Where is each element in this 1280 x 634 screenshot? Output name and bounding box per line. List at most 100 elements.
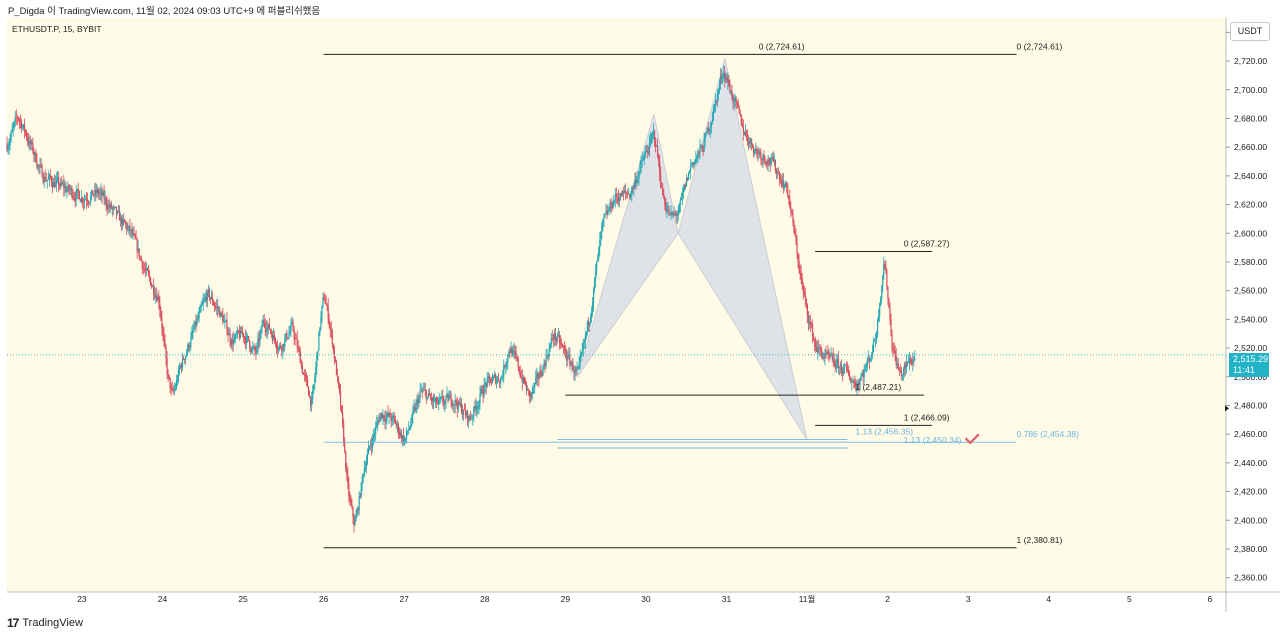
candle-body [554,333,556,339]
y-tick-label: 2,700.00 [1234,85,1267,95]
y-tick-label: 2,680.00 [1234,113,1267,123]
candle-body [397,424,400,433]
candle-body [818,347,820,349]
candle-body [510,348,512,353]
candle-body [604,214,606,217]
candle-body [105,197,107,205]
candle-body [516,357,518,359]
candle-body [279,345,281,348]
candle-body [846,364,848,369]
y-tick-label: 2,440.00 [1234,458,1267,468]
candle-body [47,178,49,180]
candle-body [236,330,238,335]
candle-body [218,308,220,310]
candle-body [448,398,450,401]
tradingview-logo[interactable]: 17 TradingView [7,616,83,630]
candle-body [506,361,508,366]
candle-body [579,356,581,363]
candle-body [633,184,635,189]
candle-body [165,346,167,359]
candle-body [746,134,749,141]
candle-body [389,412,391,418]
candle-body [640,160,642,165]
candle-body [345,451,347,469]
candle-body [26,132,28,138]
candle-body [430,397,433,401]
candle-body [682,189,685,193]
candle-body [514,351,516,353]
candle-body [164,340,166,347]
candle-body [648,142,650,154]
candle-body [303,374,306,376]
candle-body [152,285,154,287]
candle-body [99,192,101,194]
y-tick-label: 2,640.00 [1234,171,1267,181]
candle-body [539,371,541,379]
candle-body [420,390,422,392]
candle-body [87,201,90,203]
candle-body [138,248,140,257]
candle-body [153,285,155,294]
candle-body [796,241,798,254]
candle-body [293,329,295,338]
candle-body [234,334,236,340]
candle-body [22,124,25,128]
candle-body [744,132,747,136]
candle-body [611,207,613,209]
candle-body [688,172,690,181]
candle-body [489,377,491,383]
candle-body [281,347,283,351]
candle-body [765,161,767,165]
candle-body [592,288,595,304]
candle-body [601,224,603,233]
candle-body [252,347,254,349]
candle-body [764,157,766,162]
candle-body [742,126,744,133]
candle-body [193,328,195,331]
candle-body [677,212,679,216]
x-tick-label: 24 [158,594,168,604]
candle-body [314,377,316,385]
candle-body [317,350,319,355]
candle-body [905,361,908,368]
candle-body [296,338,298,348]
candle-body [64,187,66,189]
candle-body [128,225,130,229]
candle-body [307,386,310,396]
candle-body [747,140,750,144]
candle-body [499,380,501,384]
candle-body [387,413,389,416]
candle-body [274,338,277,344]
candle-body [623,190,626,193]
candle-body [835,361,837,369]
candle-body [350,500,352,505]
candle-body [820,347,822,352]
candle-body [725,77,727,80]
candle-body [176,380,179,382]
candle-body [737,103,739,108]
candle-body [893,350,895,352]
candle-body [216,306,218,308]
candle-body [483,385,485,396]
candle-body [142,268,144,270]
candle-body [275,343,278,349]
candle-body [18,119,20,121]
candle-body [23,124,26,131]
candle-body [446,393,448,397]
candle-body [332,344,334,350]
y-tick-label: 2,360.00 [1234,573,1267,583]
candle-body [322,297,324,306]
candle-body [655,146,658,147]
candle-body [588,322,591,325]
currency-button[interactable]: USDT [1230,22,1270,41]
candle-body [774,159,776,170]
candle-body [692,162,694,165]
candle-body [660,174,662,187]
candle-body [863,369,865,377]
candle-body [573,369,575,374]
candle-body [894,350,896,355]
y-tick-label: 2,580.00 [1234,257,1267,267]
candle-body [776,172,779,174]
candle-body [772,157,774,162]
